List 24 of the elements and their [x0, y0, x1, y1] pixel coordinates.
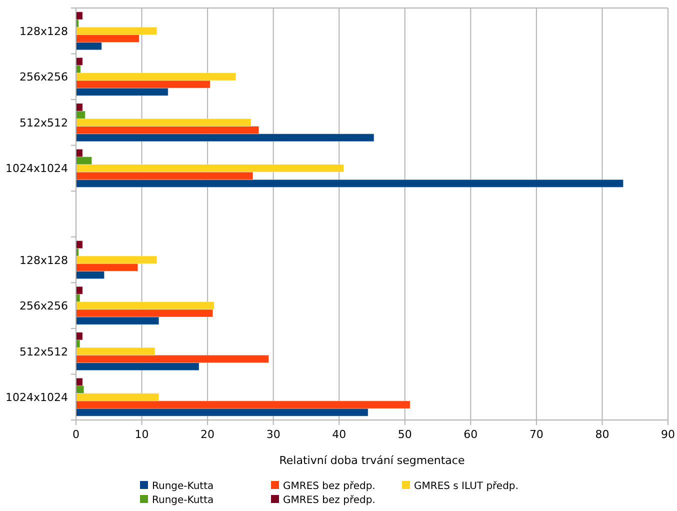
x-tick-label: 90 [661, 428, 675, 441]
x-tick-label: 10 [134, 428, 149, 441]
legend-label: GMRES bez předp. [283, 481, 376, 492]
y-tick-label: 1024x1024 [6, 391, 68, 404]
x-tick-label: 30 [266, 428, 280, 441]
x-tick-label: 70 [529, 428, 544, 441]
x-tick-label: 80 [595, 428, 610, 441]
legend-label: Runge-Kutta [152, 481, 214, 492]
legend-label: GMRES bez předp. [283, 495, 376, 506]
y-tick-label: 128x128 [19, 254, 68, 267]
x-tick-label: 0 [72, 428, 80, 441]
x-tick-label: 20 [200, 428, 215, 441]
y-tick-label: 256x256 [19, 300, 68, 313]
x-axis-title: Relativní doba trvání segmentace [279, 454, 465, 467]
x-tick-label: 60 [464, 428, 478, 441]
x-tick-label: 40 [332, 428, 346, 441]
x-tick-label: 50 [398, 428, 412, 441]
y-tick-label: 256x256 [19, 70, 68, 84]
y-tick-label: 512x512 [19, 345, 68, 358]
y-tick-label: 1024x1024 [6, 162, 68, 176]
legend-label: GMRES s ILUT předp. [414, 481, 518, 492]
y-tick-label: 512x512 [19, 116, 68, 130]
y-tick-label: 128x128 [19, 24, 68, 38]
legend-label: Runge-Kutta [152, 495, 214, 506]
